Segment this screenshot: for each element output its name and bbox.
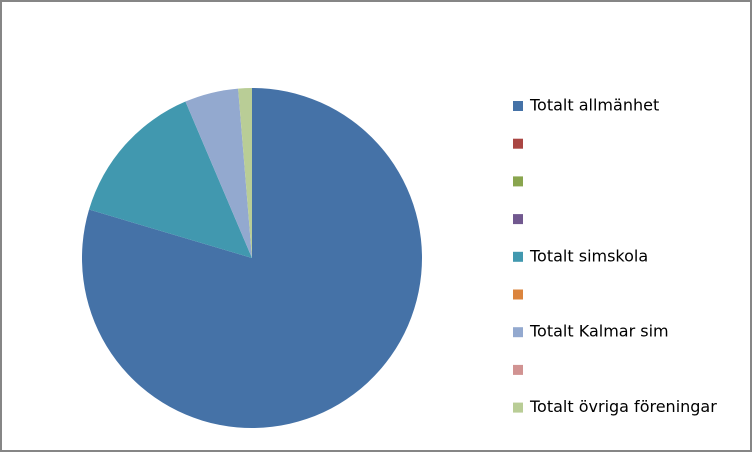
legend-swatch xyxy=(513,214,523,225)
legend-swatch xyxy=(513,402,523,413)
legend-label: Totalt Kalmar sim xyxy=(529,322,669,341)
legend-swatch xyxy=(513,289,523,300)
pie-slice xyxy=(81,88,422,428)
legend-swatch xyxy=(513,176,523,187)
legend-label: Totalt simskola xyxy=(529,246,648,265)
legend-swatch xyxy=(513,101,523,111)
legend-swatch xyxy=(513,251,523,262)
pie-slice xyxy=(238,88,252,258)
legend-swatch xyxy=(513,138,523,149)
legend-label: Totalt allmänhet xyxy=(529,96,659,115)
legend-label: Totalt övriga föreningar xyxy=(529,397,717,416)
legend-swatch xyxy=(513,364,523,375)
legend-swatch xyxy=(513,327,523,338)
pie-slice xyxy=(89,101,252,259)
pie-slice xyxy=(185,88,252,258)
